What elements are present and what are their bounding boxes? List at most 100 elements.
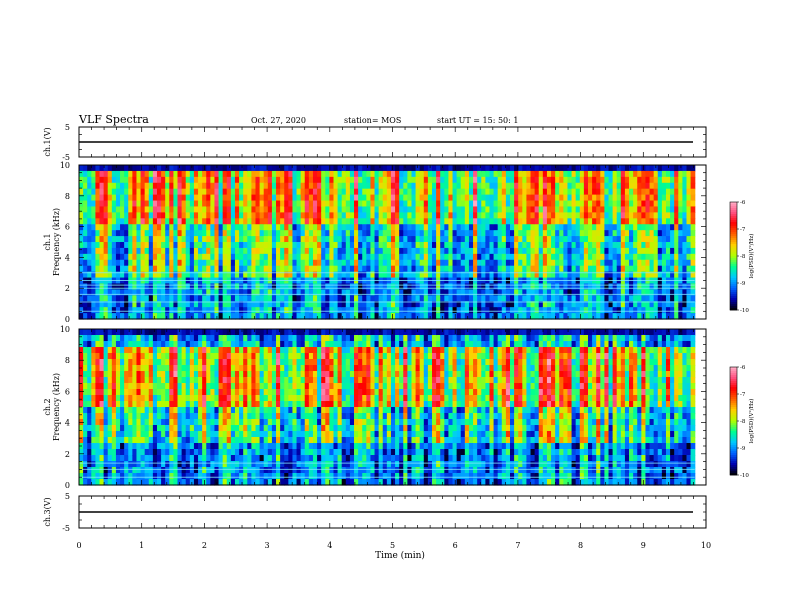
spectrogram-cell xyxy=(173,407,178,414)
spectrogram-cell xyxy=(128,189,133,196)
spectrogram-cell xyxy=(149,401,154,408)
spectrogram-cell xyxy=(83,206,88,213)
spectrogram-cell xyxy=(333,165,338,172)
spectrogram-cell xyxy=(658,201,663,208)
spectrogram-cell xyxy=(543,218,548,225)
spectrogram-cell xyxy=(235,195,240,202)
spectrogram-cell xyxy=(256,195,261,202)
spectrogram-cell xyxy=(288,171,293,178)
spectrogram-cell xyxy=(247,248,252,255)
spectrogram-cell xyxy=(149,165,154,172)
spectrogram-cell xyxy=(178,377,183,384)
spectrogram-cell xyxy=(292,183,297,190)
spectrogram-cell xyxy=(563,201,568,208)
spectrogram-cell xyxy=(539,206,544,213)
spectrogram-cell xyxy=(551,307,556,314)
spectrogram-cell xyxy=(383,189,388,196)
spectrogram-cell xyxy=(609,248,614,255)
spectrogram-cell xyxy=(178,236,183,243)
spectrogram-cell xyxy=(596,212,601,219)
spectrogram-cell xyxy=(461,260,466,267)
spectrogram-cell xyxy=(366,254,371,261)
spectrogram-cell xyxy=(149,177,154,184)
ch1-waveform-ylabel: ch.1(V) xyxy=(43,127,52,156)
spectrogram-cell xyxy=(124,383,129,390)
spectrogram-cell xyxy=(342,195,347,202)
spectrogram-cell xyxy=(112,295,117,302)
spectrogram-cell xyxy=(186,383,191,390)
spectrogram-cell xyxy=(637,242,642,249)
spectrogram-cell xyxy=(108,353,113,360)
spectrogram-cell xyxy=(301,212,306,219)
ch2-spectrogram-heatmap xyxy=(79,329,695,486)
spectrogram-cell xyxy=(609,177,614,184)
spectrogram-cell xyxy=(313,295,318,302)
spectrogram-cell xyxy=(141,359,146,366)
spectrogram-cell xyxy=(584,254,589,261)
spectrogram-cell xyxy=(654,212,659,219)
spectrogram-cell xyxy=(116,206,121,213)
spectrogram-cell xyxy=(153,283,158,290)
spectrogram-cell xyxy=(272,295,277,302)
spectrogram-cell xyxy=(223,195,228,202)
spectrogram-cell xyxy=(256,201,261,208)
spectrogram-cell xyxy=(100,431,105,438)
spectrogram-cell xyxy=(243,195,248,202)
spectrogram-cell xyxy=(260,307,265,314)
spectrogram-cell xyxy=(609,201,614,208)
spectrogram-cell xyxy=(157,455,162,462)
spectrogram-cell xyxy=(645,206,650,213)
spectrogram-cell xyxy=(83,289,88,296)
spectrogram-cell xyxy=(674,248,679,255)
spectrogram-cell xyxy=(165,283,170,290)
spectrogram-cell xyxy=(132,395,137,402)
spectrogram-cell xyxy=(186,266,191,273)
spectrogram-cell xyxy=(317,201,322,208)
spectrogram-cell xyxy=(206,329,211,336)
spectrogram-cell xyxy=(124,201,129,208)
spectrogram-cell xyxy=(321,201,326,208)
spectrogram-cell xyxy=(141,455,146,462)
spectrogram-cell xyxy=(453,201,458,208)
spectrogram-cell xyxy=(182,283,187,290)
spectrogram-cell xyxy=(502,183,507,190)
spectrogram-cell xyxy=(609,183,614,190)
spectrogram-cell xyxy=(498,236,503,243)
spectrogram-cell xyxy=(264,212,269,219)
spectrogram-cell xyxy=(338,289,343,296)
spectrogram-cell xyxy=(280,165,285,172)
spectrogram-cell xyxy=(79,212,84,219)
spectrogram-cell xyxy=(235,183,240,190)
spectrogram-cell xyxy=(136,335,141,342)
spectrogram-cell xyxy=(128,461,133,468)
spectrogram-cell xyxy=(346,206,351,213)
spectrogram-cell xyxy=(260,171,265,178)
spectrogram-cell xyxy=(206,266,211,273)
spectrogram-cell xyxy=(465,236,470,243)
spectrogram-cell xyxy=(416,248,421,255)
spectrogram-cell xyxy=(214,283,219,290)
spectrogram-cell xyxy=(128,260,133,267)
spectrogram-cell xyxy=(95,230,100,237)
spectrogram-cell xyxy=(235,307,240,314)
spectrogram-cell xyxy=(580,295,585,302)
spectrogram-cell xyxy=(165,201,170,208)
spectrogram-cell xyxy=(576,254,581,261)
spectrogram-cell xyxy=(91,449,96,456)
spectrogram-cell xyxy=(256,212,261,219)
spectrogram-cell xyxy=(457,224,462,231)
spectrogram-cell xyxy=(329,189,334,196)
spectrogram-cell xyxy=(141,165,146,172)
spectrogram-cell xyxy=(301,171,306,178)
spectrogram-cell xyxy=(153,407,158,414)
spectrogram-cell xyxy=(100,289,105,296)
spectrogram-cell xyxy=(539,212,544,219)
spectrogram-cell xyxy=(149,260,154,267)
spectrogram-cell xyxy=(514,266,519,273)
spectrogram-cell xyxy=(625,224,630,231)
spectrogram-cell xyxy=(592,177,597,184)
spectrogram-cell xyxy=(354,260,359,267)
spectrogram-cell xyxy=(424,171,429,178)
spectrogram-cell xyxy=(325,307,330,314)
